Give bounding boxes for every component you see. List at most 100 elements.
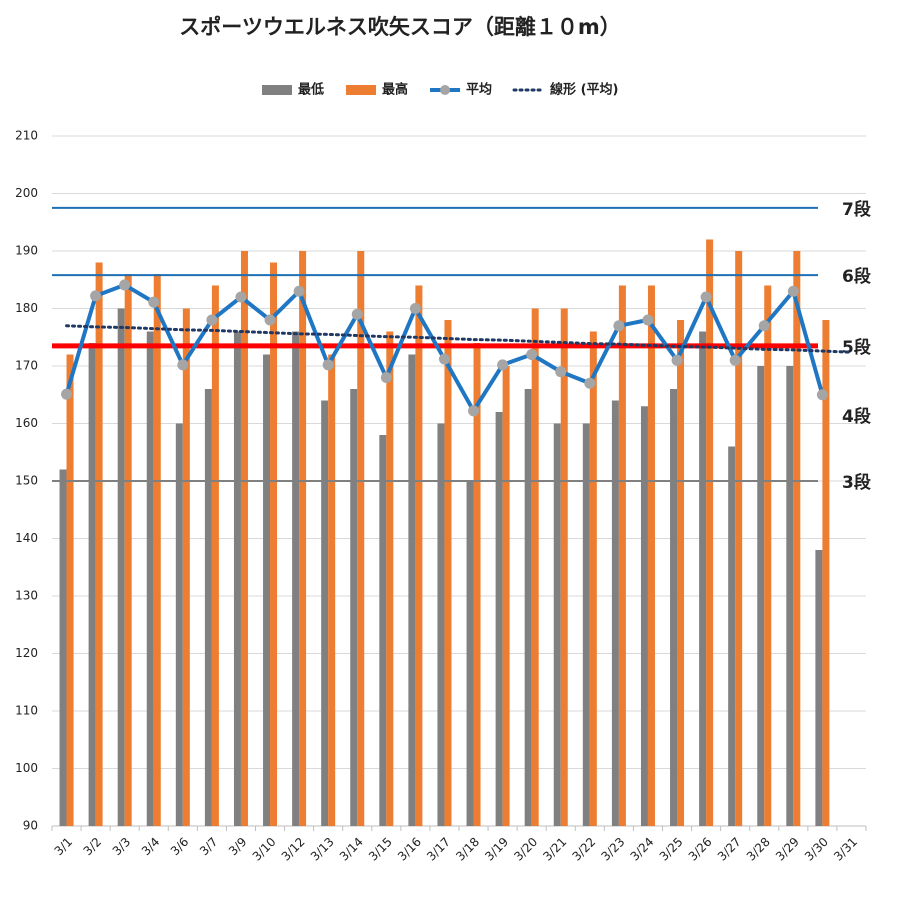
y-tick-label: 160 [15,416,38,430]
bar [502,366,510,826]
bar [146,331,154,826]
marker [497,359,509,371]
x-tick-label: 3/30 [802,835,831,864]
bar [764,285,772,826]
bar [444,320,452,826]
x-tick-label: 3/29 [773,835,802,864]
bar [757,366,765,826]
bar [437,423,445,826]
bar [822,320,830,826]
reference-label: 5段 [842,337,871,358]
x-tick-label: 3/25 [657,835,686,864]
bar [182,308,190,826]
x-tick-label: 3/2 [81,835,105,859]
marker [351,308,363,320]
bar [328,354,336,826]
y-tick-label: 170 [15,359,38,373]
bar [175,423,183,826]
x-tick-label: 3/4 [139,835,163,859]
marker [177,359,189,371]
bar [66,354,74,826]
bar [211,285,219,826]
legend-swatch [440,85,451,95]
x-tick-label: 3/24 [628,835,657,864]
marker [468,405,480,417]
reference-label: 7段 [842,199,871,220]
chart-title: スポーツウエルネス吹矢スコア（距離１０m） [179,15,620,39]
trend-line [65,324,853,354]
bar [699,331,707,826]
bar [706,239,714,826]
bar [728,446,736,826]
bar [357,251,365,826]
x-tick-label: 3/14 [337,835,366,864]
x-tick-label: 3/21 [540,835,569,864]
bar [386,331,394,826]
bar [153,274,161,826]
bar [240,251,248,826]
marker [642,314,654,326]
marker [816,389,828,401]
bar [270,262,278,826]
marker [293,285,305,297]
bar [815,550,823,826]
bar [292,331,300,826]
reference-label: 4段 [842,406,871,427]
y-tick-label: 190 [15,244,38,258]
bar [647,285,655,826]
marker [671,354,683,366]
x-tick-label: 3/26 [686,835,715,864]
bar [531,308,539,826]
bar [88,343,96,826]
legend-label: 最高 [382,82,408,98]
marker [148,296,160,308]
marker [206,314,218,326]
marker [409,303,421,314]
marker [119,279,131,291]
bar [589,331,597,826]
bar [350,389,358,826]
bar [618,285,626,826]
y-tick-label: 140 [15,531,38,545]
bar [582,423,590,826]
bar [611,400,619,826]
x-tick-label: 3/6 [168,835,192,859]
x-tick-label: 3/22 [569,835,598,864]
x-tick-label: 3/3 [110,835,134,859]
bar [117,308,125,826]
y-tick-label: 180 [15,301,38,315]
x-tick-label: 3/23 [599,835,628,864]
legend-swatch [346,85,377,95]
x-tick-label: 3/18 [453,835,482,864]
bar [95,262,103,826]
reference-label: 3段 [842,472,871,493]
x-tick-label: 3/16 [395,835,424,864]
marker [90,290,102,302]
x-tick-label: 3/31 [831,835,860,864]
bar [786,366,794,826]
bar [560,308,568,826]
x-tick-label: 3/28 [744,835,773,864]
x-tick-label: 3/13 [308,835,337,864]
bar [415,285,423,826]
marker [322,359,334,371]
bar [466,481,474,826]
bar [495,412,503,826]
y-tick-label: 130 [15,589,38,603]
marker [526,349,538,360]
legend-swatch [262,85,292,95]
bar [299,251,307,826]
x-tick-label: 3/12 [279,835,308,864]
x-tick-label: 3/20 [511,835,540,864]
x-tick-label: 3/27 [715,835,744,864]
x-tick-label: 3/9 [226,835,250,859]
marker [264,314,276,326]
reference-label: 6段 [842,266,871,287]
bar [59,469,67,826]
y-tick-label: 120 [15,646,38,660]
marker [729,354,741,366]
bar [553,423,561,826]
bar [793,251,801,826]
marker [758,320,770,332]
